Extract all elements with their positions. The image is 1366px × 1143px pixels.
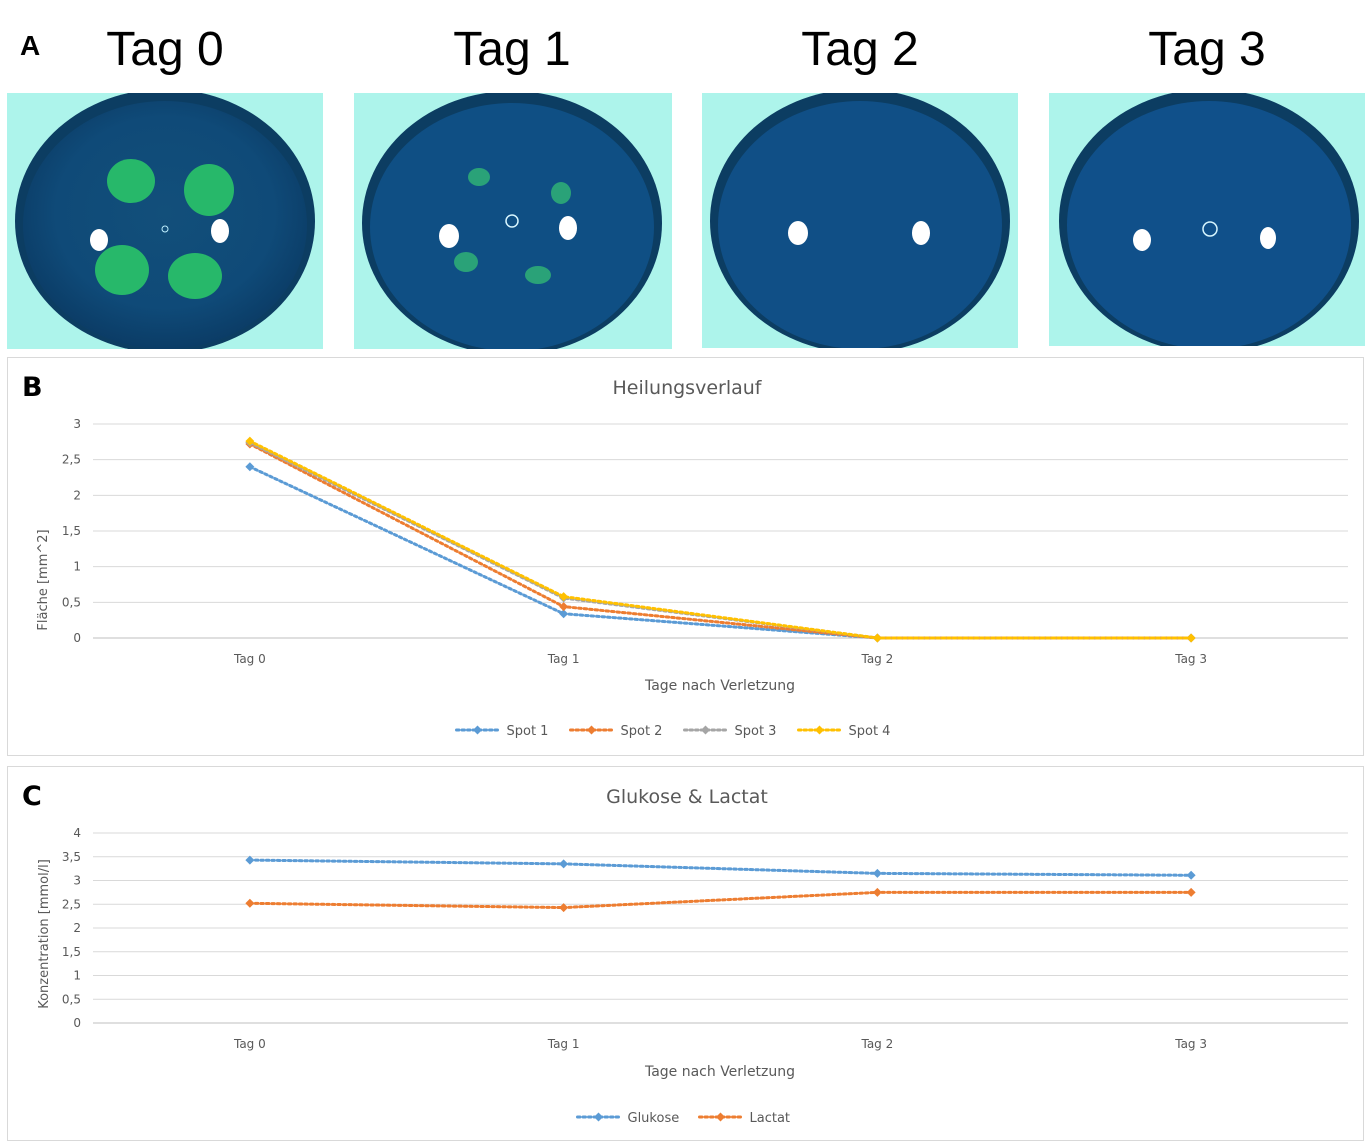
y-tick-label: 2 bbox=[73, 921, 81, 935]
panel-a-letter: A bbox=[20, 30, 41, 61]
series-line-3 bbox=[248, 441, 1193, 640]
chart-b-title: Heilungsverlauf bbox=[613, 377, 763, 399]
chart-c-xlabel: Tage nach Verletzung bbox=[644, 1064, 795, 1080]
y-tick-label: 1 bbox=[73, 560, 81, 574]
legend-label: Spot 1 bbox=[507, 724, 549, 739]
data-point bbox=[245, 855, 255, 865]
x-tick-label: Tag 2 bbox=[860, 652, 893, 666]
series-line-1 bbox=[248, 858, 1193, 877]
data-point bbox=[245, 436, 255, 446]
series-line-2 bbox=[248, 890, 1193, 910]
chart-b-ylabel: Fläche [mm^2] bbox=[36, 529, 51, 630]
chart-b-xlabel: Tage nach Verletzung bbox=[644, 678, 795, 694]
legend-marker bbox=[716, 1112, 725, 1122]
y-tick-label: 0,5 bbox=[62, 992, 81, 1006]
x-tick-label: Tag 1 bbox=[547, 1037, 580, 1051]
y-tick-label: 3 bbox=[73, 417, 81, 431]
legend-label: Lactat bbox=[750, 1111, 791, 1126]
y-tick-label: 2,5 bbox=[62, 453, 81, 467]
chart-c-ylabel: Konzentration [mmol/l] bbox=[37, 859, 52, 1009]
dish-photo-day-2 bbox=[702, 93, 1018, 348]
chart-c-frame: C Glukose & Lactat 0 0,5 1 1,5 2 2,5 3 3,5 4 Tag… bbox=[7, 766, 1364, 1141]
y-tick-label: 2 bbox=[73, 488, 81, 502]
y-tick-label: 1,5 bbox=[62, 945, 81, 959]
y-tick-label: 2,5 bbox=[62, 897, 81, 911]
x-tick-label: Tag 1 bbox=[547, 652, 580, 666]
x-tick-label: Tag 0 bbox=[233, 1037, 266, 1051]
panel-b-letter: B bbox=[22, 372, 43, 403]
dish-photo-day-3 bbox=[1049, 93, 1365, 346]
legend-marker bbox=[587, 725, 596, 735]
y-tick-label: 0 bbox=[73, 631, 81, 645]
dish-photo-day-1 bbox=[354, 93, 672, 349]
legend-marker bbox=[701, 725, 710, 735]
legend-marker bbox=[473, 725, 482, 735]
data-point bbox=[559, 602, 569, 612]
y-tick-label: 1 bbox=[73, 969, 81, 983]
data-point bbox=[559, 592, 569, 602]
y-tick-label: 3 bbox=[73, 874, 81, 888]
legend-label: Glukose bbox=[628, 1111, 680, 1126]
data-point bbox=[245, 898, 255, 908]
data-point bbox=[559, 859, 569, 869]
data-point bbox=[872, 868, 882, 878]
panel-c-letter: C bbox=[22, 781, 42, 812]
data-point bbox=[872, 887, 882, 897]
y-tick-label: 4 bbox=[73, 826, 81, 840]
dish-photo-day-0 bbox=[7, 93, 323, 349]
data-point bbox=[559, 903, 569, 913]
data-point bbox=[1186, 887, 1196, 897]
legend-label: Spot 4 bbox=[849, 724, 891, 739]
chart-c: C Glukose & Lactat 0 0,5 1 1,5 2 2,5 3 3,5 4 Tag… bbox=[22, 781, 1348, 1126]
y-tick-label: 3,5 bbox=[62, 850, 81, 864]
legend-marker bbox=[815, 725, 824, 735]
x-tick-label: Tag 0 bbox=[233, 652, 266, 666]
data-point bbox=[245, 462, 255, 472]
day-label-0: Tag 0 bbox=[106, 23, 224, 76]
chart-c-title: Glukose & Lactat bbox=[606, 786, 768, 808]
x-tick-label: Tag 3 bbox=[1174, 1037, 1207, 1051]
y-tick-label: 0,5 bbox=[62, 595, 81, 609]
y-tick-label: 0 bbox=[73, 1016, 81, 1030]
data-point bbox=[1186, 633, 1196, 643]
series-line-2 bbox=[248, 442, 1193, 640]
x-tick-label: Tag 2 bbox=[860, 1037, 893, 1051]
data-point bbox=[559, 609, 569, 619]
chart-b: B Heilungsverlauf 0 0,5 1 1,5 2 2,5 3 Tag 0 Tag… bbox=[22, 372, 1348, 739]
x-tick-label: Tag 3 bbox=[1174, 652, 1207, 666]
series-line-1 bbox=[248, 465, 1193, 640]
day-label-3: Tag 3 bbox=[1148, 23, 1266, 76]
chart-b-frame: B Heilungsverlauf 0 0,5 1 1,5 2 2,5 3 Tag 0 Tag… bbox=[7, 357, 1364, 756]
y-tick-label: 1,5 bbox=[62, 524, 81, 538]
series-line-4 bbox=[248, 439, 1193, 640]
legend-marker bbox=[594, 1112, 603, 1122]
data-point bbox=[872, 633, 882, 643]
day-label-2: Tag 2 bbox=[801, 23, 919, 76]
legend-label: Spot 2 bbox=[621, 724, 663, 739]
legend-label: Spot 3 bbox=[735, 724, 777, 739]
data-point bbox=[1186, 870, 1196, 880]
day-label-1: Tag 1 bbox=[453, 23, 571, 76]
